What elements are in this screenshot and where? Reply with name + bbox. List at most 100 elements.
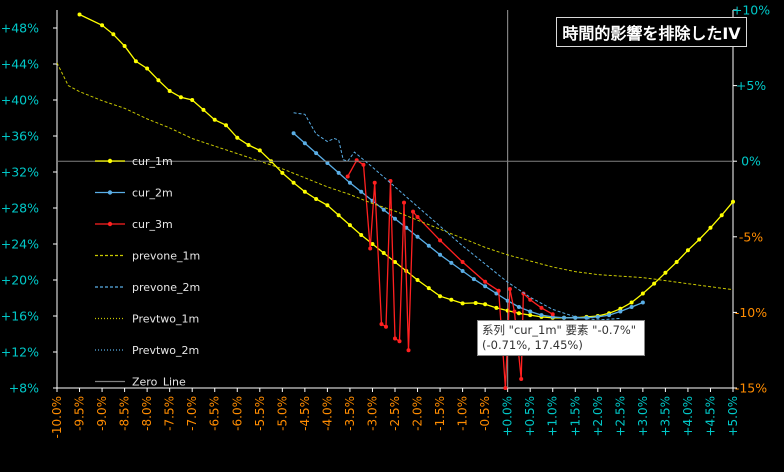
x-tick-label: -2.5% [388, 396, 402, 431]
series-prevone-1m-line [56, 62, 734, 291]
legend: cur_1m cur_2m cur_3m prevone_1m prevone_2m Pr… [95, 155, 200, 389]
x-tick-label: -9.5% [73, 396, 87, 431]
series-cur-3m-point [507, 287, 512, 291]
legend-label-cur-3m: cur_3m [132, 218, 173, 231]
series-cur-1m-point [516, 311, 521, 316]
series-cur-1m-point [640, 291, 645, 296]
chart-title: 時間的影響を排除したIV [556, 17, 747, 47]
series-cur-1m-point [178, 95, 183, 100]
series-cur-2m-point [595, 314, 600, 319]
series-cur-3m-point [415, 215, 420, 219]
series-cur-2m-point [539, 313, 544, 318]
x-tick-label: -1.0% [456, 396, 470, 431]
series-cur-1m-point [314, 197, 319, 201]
series-layer [56, 12, 735, 390]
series-cur-1m-point [731, 199, 735, 204]
x-tick-label: +1.5% [568, 396, 582, 437]
series-cur-3m-point [383, 324, 388, 329]
tooltip-line-2: (-0.71%, 17.45%) [482, 338, 583, 352]
series-cur-1m-point [257, 148, 262, 153]
legend-label-cur-2m: cur_2m [132, 187, 173, 200]
x-tick-label: +3.0% [636, 396, 650, 437]
series-cur-1m-point [629, 300, 634, 305]
series-cur-1m-point [246, 143, 251, 147]
series-cur-2m-point [359, 189, 364, 194]
series-cur-1m-point [325, 203, 330, 208]
series-cur-1m-point [393, 260, 397, 264]
series-cur-1m-point [719, 213, 724, 218]
x-tick-label: -4.0% [320, 396, 334, 431]
series-cur-1m-point [77, 12, 82, 17]
x-tick-label: +2.5% [613, 396, 627, 437]
legend-label-prevtwo-2m: Prevtwo_2m [132, 344, 199, 357]
y-right-tick-label: -10% [735, 305, 767, 320]
series-cur-1m-point [100, 23, 105, 28]
y-left-tick-label: +40% [1, 93, 39, 108]
y-left-tick-label: +24% [1, 237, 39, 252]
x-tick-label: +5.0% [726, 396, 740, 437]
x-tick-label: -5.5% [253, 396, 267, 431]
x-tick-label: -0.5% [478, 396, 492, 431]
series-cur-1m-point [212, 117, 217, 122]
y-left-tick-label: +32% [1, 165, 39, 180]
x-tick-label: +0.0% [501, 396, 515, 437]
series-cur-3m-point [528, 297, 533, 302]
series-cur-1m-point [302, 189, 307, 194]
series-cur-3m-point [550, 312, 555, 317]
series-cur-2m-point [618, 309, 623, 314]
x-tick-label: -7.5% [163, 396, 177, 431]
series-cur-1m-point [415, 278, 420, 282]
series-cur-3m-point [379, 322, 384, 327]
series-cur-1m-point [663, 270, 668, 275]
series-cur-3m-point [519, 377, 524, 381]
x-tick-label: -10.0% [50, 396, 64, 438]
series-cur-2m-point [347, 180, 352, 185]
tick-labels: +8% +12% +16% +20% +24% +28% +32% +36% +40% +44% +… [1, 3, 771, 439]
series-cur-2m-point [483, 284, 488, 289]
x-tick-label: -6.0% [230, 396, 244, 431]
y-left-tick-label: +8% [9, 381, 39, 396]
series-cur-1m-point [460, 301, 465, 306]
series-cur-1m-point [685, 248, 690, 253]
series-cur-1m-point [370, 242, 375, 246]
series-cur-1m-point [156, 78, 161, 83]
x-tick-label: -8.5% [118, 396, 132, 431]
series-cur-1m-point [708, 225, 713, 230]
series-cur-2m-point [381, 207, 386, 212]
x-tick-label: -7.0% [185, 396, 199, 431]
y-left-tick-label: +12% [1, 345, 39, 360]
series-cur-1m-point [426, 286, 431, 291]
y-left-tick-label: +48% [1, 21, 39, 36]
series-cur-2m-point [314, 151, 319, 156]
series-cur-3m-point [361, 162, 366, 167]
y-right-tick-label: +10% [732, 3, 770, 18]
legend-marker-cur-1m [107, 158, 113, 164]
series-cur-3m-point [345, 174, 350, 179]
series-cur-1m-point [291, 180, 296, 185]
series-cur-2m-point [494, 291, 499, 296]
legend-label-prevone-1m: prevone_1m [132, 250, 200, 263]
x-tick-label: +0.5% [523, 396, 537, 437]
series-prevone-2m-line [293, 112, 621, 321]
series-cur-1m-point [359, 233, 364, 237]
series-cur-1m-point [280, 170, 285, 175]
series-cur-1m-point [697, 237, 702, 242]
legend-marker-cur-3m [107, 221, 113, 227]
series-cur-3m-point [411, 209, 416, 214]
series-cur-1m-point [674, 260, 679, 264]
x-tick-label: -8.0% [140, 396, 154, 431]
series-cur-2m-point [449, 260, 454, 265]
series-cur-3m-point [483, 279, 488, 284]
series-cur-3m-point [503, 386, 508, 390]
series-cur-2m-point [336, 170, 341, 175]
x-tick-label: -3.5% [343, 396, 357, 431]
series-cur-1m-point [381, 251, 386, 255]
y-left-tick-label: +44% [1, 57, 39, 72]
legend-label-cur-1m: cur_1m [132, 155, 173, 168]
series-cur-1m-point [122, 44, 127, 48]
y-right-tick-label: -5% [739, 229, 763, 244]
series-cur-2m-point [562, 315, 566, 320]
legend-label-zero-line: Zero_Line [132, 376, 186, 389]
series-cur-1m-point [145, 66, 150, 71]
